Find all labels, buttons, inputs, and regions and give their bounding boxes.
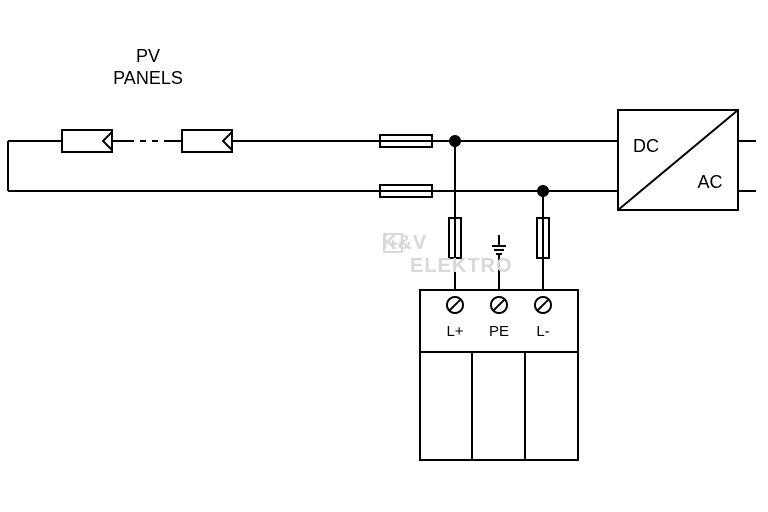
pv-wiring-diagram: PVPANELS DC AC L+ PE L- [0,0,768,512]
svg-text:DC: DC [633,136,659,156]
svg-text:AC: AC [697,172,722,192]
svg-text:PV: PV [136,46,160,66]
svg-text:PE: PE [489,323,509,340]
svg-text:L-: L- [536,323,549,340]
svg-text:L+: L+ [446,323,463,340]
svg-text:PANELS: PANELS [113,68,183,88]
